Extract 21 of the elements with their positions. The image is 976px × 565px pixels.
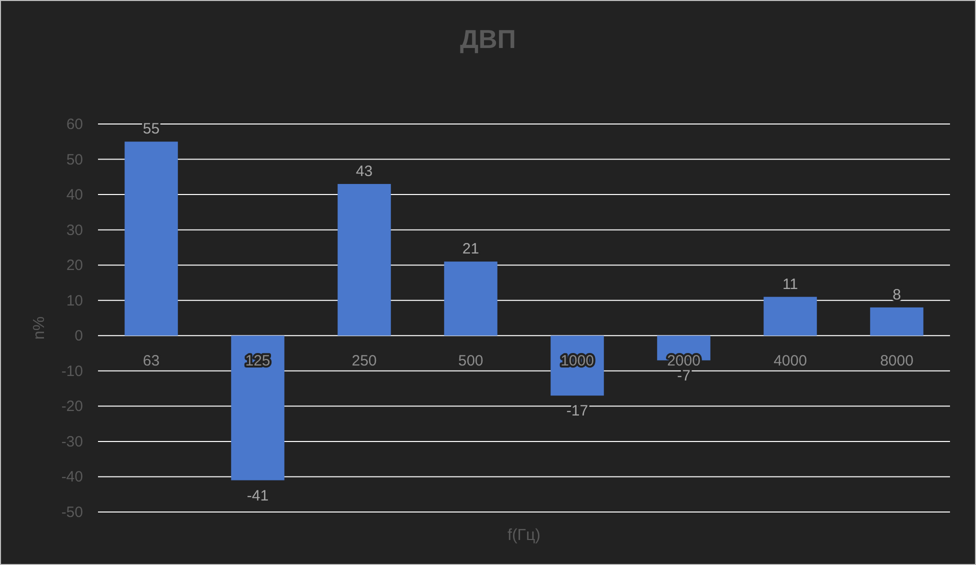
bar [338,184,391,336]
x-tick-label: 4000 [774,352,807,370]
bar [444,262,498,336]
bar [231,336,284,480]
bar [124,142,178,336]
data-label: 11 [782,276,798,293]
x-tick-label: 63 [142,352,160,370]
data-label: -7 [677,367,690,384]
x-tick-label: 500 [458,352,484,370]
x-tick-label: 1000 [560,352,594,370]
data-label: 21 [462,240,480,258]
bar [870,307,924,336]
data-label: 8 [892,286,901,304]
data-label: -17 [566,402,588,420]
data-label: -41 [246,487,269,504]
data-label: 43 [356,162,373,180]
x-tick-label: 8000 [880,352,914,370]
bar [764,296,817,336]
x-tick-label: 250 [352,352,377,370]
data-label: 55 [142,120,160,138]
x-tick-label: 125 [245,352,270,370]
